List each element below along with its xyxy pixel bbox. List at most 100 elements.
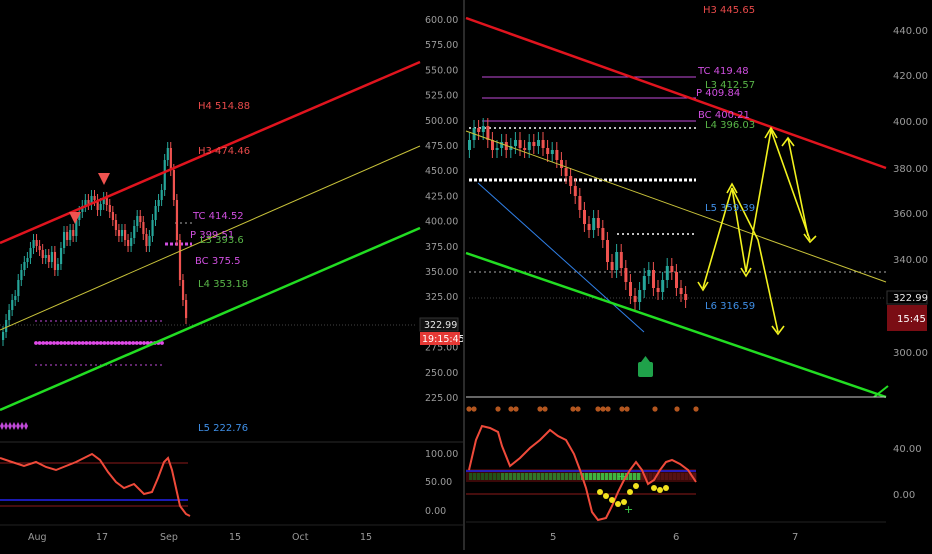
candle-body [117, 230, 121, 236]
pivot-label-h4: H4 514.88 [198, 101, 250, 112]
heat-cell [601, 473, 605, 480]
candle-body [527, 142, 531, 150]
pivot-label-l3: L3 393.6 [200, 235, 244, 246]
right-yellow-dots: ++ [597, 470, 669, 516]
support-dot [37, 341, 42, 345]
heat-cell [613, 473, 617, 480]
heat-cell [653, 473, 657, 480]
heat-cell [593, 473, 597, 480]
heat-cell [553, 473, 557, 480]
candle-body [93, 196, 96, 200]
candle-body [606, 240, 609, 262]
right-x-axis[interactable]: 5 6 7 [550, 532, 798, 543]
candle-body [491, 140, 494, 150]
right-blue-trendline[interactable] [477, 182, 645, 333]
signal-dot [624, 406, 630, 412]
left-x-axis[interactable]: Aug 17 Sep 15 Oct 15 [28, 532, 372, 543]
heat-cell [685, 473, 689, 480]
right-signal-dots [466, 406, 699, 412]
x-tick-label: Sep [160, 532, 178, 543]
yellow-dot [609, 497, 615, 503]
candle-body [532, 142, 536, 146]
pivot-label-p: P 409.84 [696, 88, 740, 99]
heat-cell [473, 473, 477, 480]
candle-body [84, 200, 87, 206]
support-dot [120, 341, 125, 345]
support-dot [34, 341, 38, 345]
heat-cell [605, 473, 609, 480]
up-arrow-icon [638, 362, 653, 377]
candle-body [124, 230, 127, 240]
candle-body [523, 148, 527, 150]
candle-body [537, 140, 540, 146]
support-dot [131, 341, 136, 345]
heat-cell [545, 473, 549, 480]
left-countdown-badge: 19:15:45 [422, 334, 465, 345]
candle-body [133, 226, 136, 238]
heat-cell [493, 473, 497, 480]
candle-body [615, 252, 619, 270]
candle-body [181, 280, 185, 300]
left-channel-mid[interactable] [0, 145, 421, 331]
left-y-axis[interactable]: 600.00 575.00 550.00 525.00 500.00 475.00 450.… [425, 15, 458, 404]
candle-body [665, 266, 669, 280]
pivot-label-p: P 399.51 [190, 230, 234, 241]
heat-cell [521, 473, 525, 480]
support-dot [98, 341, 103, 345]
signal-dot [508, 406, 514, 412]
heat-cell [657, 473, 661, 480]
support-dot [116, 341, 121, 345]
support-dot [109, 341, 114, 345]
indicator-tick-label: 0.00 [893, 490, 915, 501]
candle-body [69, 230, 72, 240]
y-tick-label: 360.00 [893, 209, 928, 220]
candle-body [20, 270, 23, 280]
candle-body [638, 290, 642, 302]
heat-cell [681, 473, 685, 480]
right-channel-bottom[interactable] [465, 251, 887, 399]
plus-icon: + [617, 470, 626, 483]
candle-body [601, 228, 605, 240]
y-tick-label: 375.00 [425, 242, 458, 253]
support-dot [127, 341, 132, 345]
x-tick-label: Oct [292, 532, 309, 543]
heat-cell [585, 473, 589, 480]
pivot-label-l6: L6 316.59 [705, 301, 755, 312]
right-candles [468, 118, 688, 310]
down-triangle-icon [98, 173, 110, 185]
candle-body [592, 218, 596, 230]
candle-body [560, 160, 563, 168]
left-channel-bottom[interactable] [0, 226, 421, 412]
right-channel-top[interactable] [465, 16, 887, 170]
pivot-label-l4: L4 396.03 [705, 120, 755, 131]
projection-arrows[interactable] [697, 126, 817, 336]
diamond-icon [16, 422, 20, 430]
candle-body [41, 250, 44, 258]
candle-body [661, 280, 665, 292]
heat-cell [509, 473, 513, 480]
heat-cell [469, 473, 473, 480]
heat-cell [645, 473, 649, 480]
candle-body [157, 200, 160, 206]
candle-body [175, 200, 179, 240]
candle-body [139, 216, 142, 222]
right-countdown-badge-bg [887, 305, 927, 331]
y-tick-label: 275.00 [425, 343, 458, 354]
candle-body [50, 252, 53, 262]
heat-cell [693, 473, 697, 480]
x-tick-label: Aug [28, 532, 47, 543]
support-dot [44, 341, 49, 345]
heat-cell [661, 473, 665, 480]
y-tick-label: 500.00 [425, 116, 458, 127]
heat-cell [501, 473, 505, 480]
candle-body [518, 140, 522, 148]
signal-dot [605, 406, 611, 412]
candle-body [541, 140, 545, 148]
heat-cell [673, 473, 677, 480]
candle-body [550, 150, 554, 154]
right-y-axis[interactable]: 440.00 420.00 400.00 380.00 360.00 340.00 300.… [893, 26, 928, 359]
candle-body [647, 270, 651, 276]
support-dot [160, 341, 164, 345]
right-channel-mid[interactable] [465, 130, 887, 283]
